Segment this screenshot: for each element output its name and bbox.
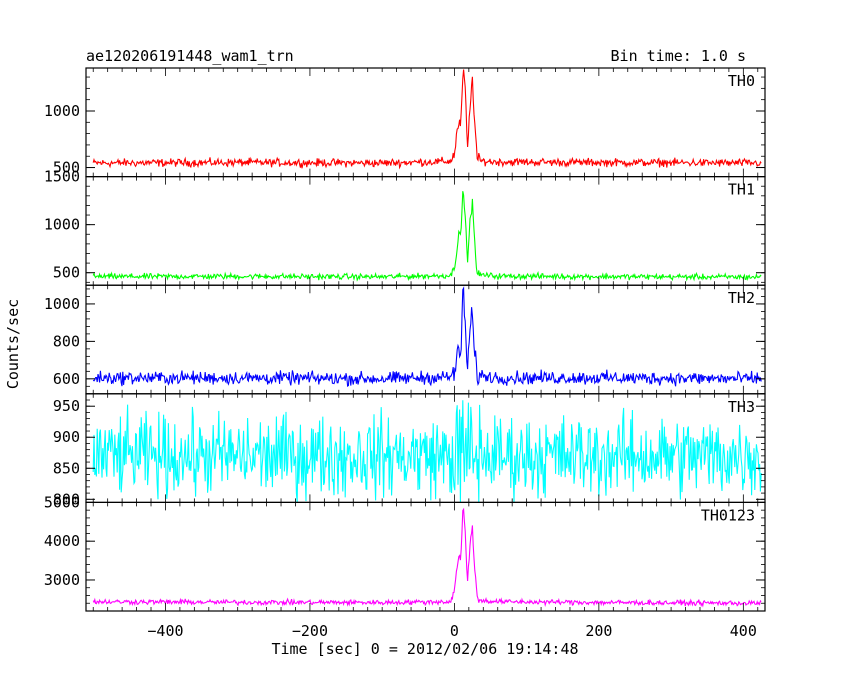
y-tick-label: 950	[53, 397, 80, 415]
x-axis-label: Time [sec] 0 = 2012/02/06 19:14:48	[271, 640, 578, 658]
y-tick-label: 600	[53, 370, 80, 388]
x-axis: −400 −200 0 200 400	[147, 622, 756, 640]
y-tick-label: 1000	[44, 102, 80, 120]
x-tick-label: 200	[585, 622, 612, 640]
y-tick-label: 900	[53, 428, 80, 446]
panel-label: TH3	[728, 398, 755, 416]
y-tick-label: 800	[53, 332, 80, 350]
y-tick-label: 3000	[44, 571, 80, 589]
y-tick-label: 850	[53, 459, 80, 477]
panel-th1: 500 1000 1500 TH1	[44, 168, 766, 286]
panel-label: TH1	[728, 181, 755, 199]
x-tick-label: 0	[450, 622, 459, 640]
x-tick-label: −400	[147, 622, 183, 640]
series-line-th3	[92, 400, 762, 503]
series-line-th2	[92, 286, 762, 388]
panel-label: TH0	[728, 72, 755, 90]
panel-th2: 600 800 1000 TH2	[44, 284, 766, 395]
y-tick-label: 1000	[44, 216, 80, 234]
y-axis-label: Counts/sec	[4, 299, 22, 389]
y-tick-label: 500	[53, 159, 80, 177]
chart-title: ae120206191448_wam1_trn	[86, 47, 294, 65]
y-tick-label: 4000	[44, 532, 80, 550]
x-tick-label: 400	[730, 622, 757, 640]
panel-th0: 500 1000 TH0	[44, 67, 766, 178]
series-line-th0123	[92, 507, 762, 608]
panel-frame	[85, 501, 766, 612]
y-tick-label: 800	[53, 490, 80, 508]
panel-frame	[85, 176, 766, 286]
panel-label: TH0123	[701, 506, 755, 524]
series-line-th1	[92, 191, 762, 282]
y-tick-label: 1000	[44, 295, 80, 313]
panel-th3: 800 850 900 950 TH3	[53, 393, 766, 508]
panel-label: TH2	[728, 289, 755, 307]
bin-time-label: Bin time: 1.0 s	[611, 47, 746, 65]
y-tick-label: 1500	[44, 168, 80, 186]
panel-th0123: 3000 4000 5000 TH0123	[44, 493, 766, 612]
y-tick-label: 500	[53, 264, 80, 282]
y-tick-label: 5000	[44, 493, 80, 511]
x-tick-label: −200	[292, 622, 328, 640]
panels-group: 500 1000 TH0 500 1000 1500 TH1 600 800 1000 TH2 800…	[44, 67, 766, 612]
series-line-th0	[92, 69, 762, 170]
